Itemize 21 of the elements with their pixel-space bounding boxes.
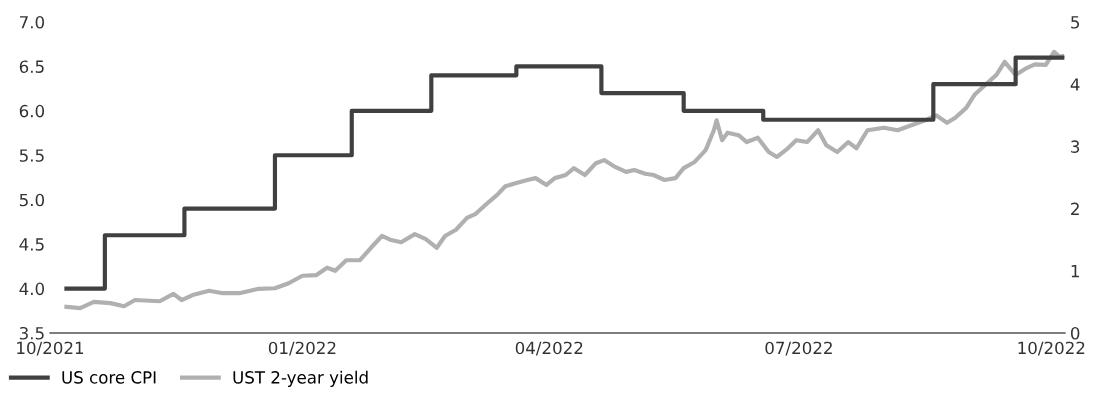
y-tick-label: 6.0 [19,104,45,118]
x-tick-label: 10/2022 [1018,341,1085,356]
y-tick-label: 3.5 [19,326,44,340]
y-tick-label: 4.0 [19,282,45,296]
y2-tick-label: 3 [1071,140,1080,153]
x-tick-label: 10/2021 [17,341,84,356]
y-tick-label: 5.0 [19,193,45,207]
y-tick-label: 5.5 [19,149,44,162]
y2-tick-label: 4 [1070,78,1080,91]
y2-tick-label: 0 [1070,326,1080,340]
y2-tick-label: 2 [1071,202,1079,215]
legend-label: UST 2-year yield [233,370,368,387]
y-tick-label: 4.5 [19,238,44,251]
y2-tick-label: 1 [1071,264,1079,278]
y2-tick-label: 5 [1071,16,1080,29]
y-tick-label: 6.5 [19,60,44,73]
legend-label: US core CPI [62,371,156,384]
x-tick-label: 01/2022 [268,341,336,356]
x-tick-label: 04/2022 [515,341,583,356]
x-tick-label: 07/2022 [765,341,832,356]
y-tick-label: 7.0 [20,15,45,29]
